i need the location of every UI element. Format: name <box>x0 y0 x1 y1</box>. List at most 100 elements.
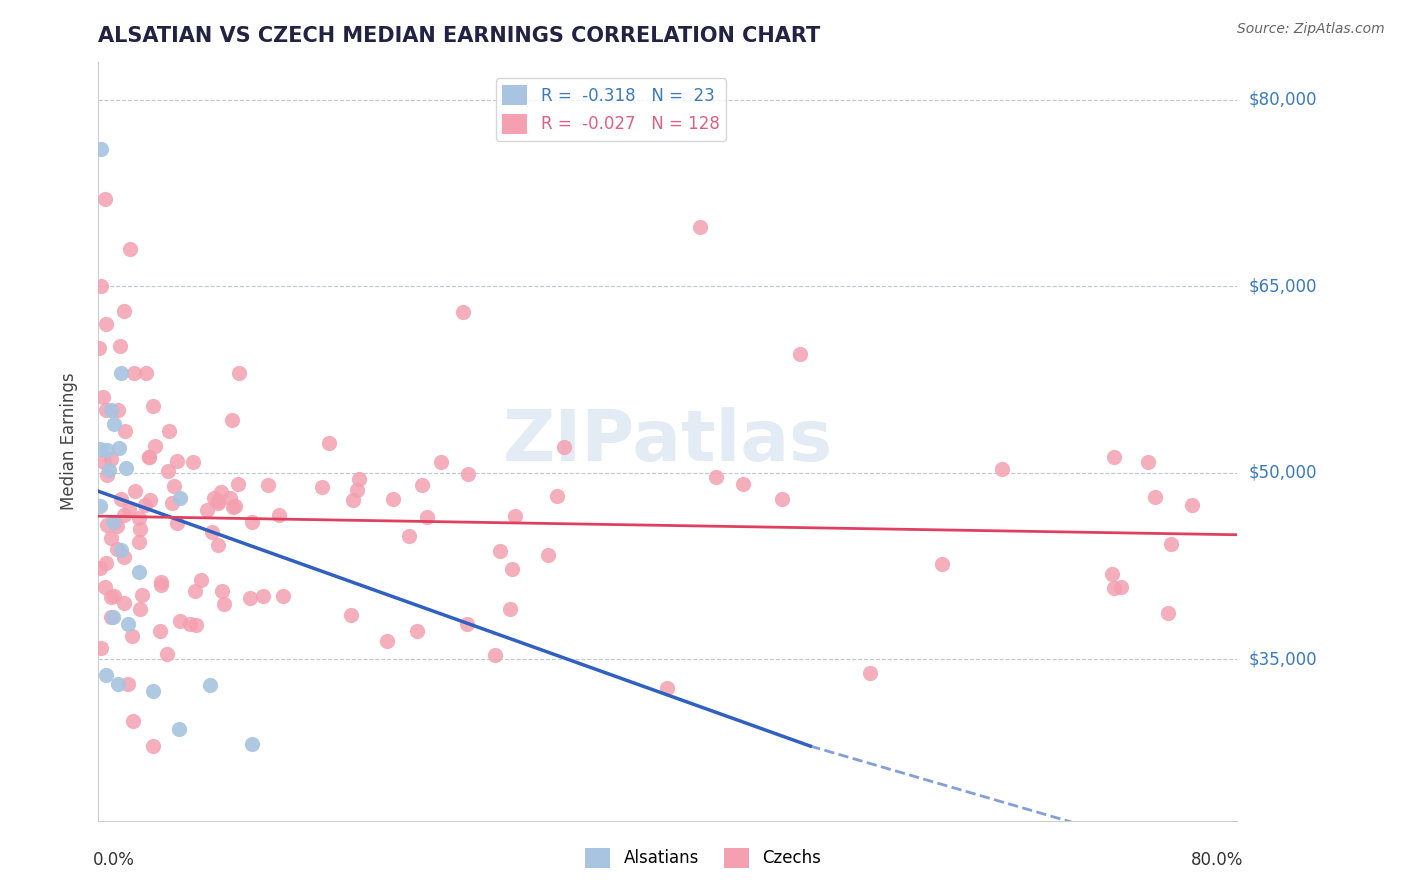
Legend: R =  -0.318   N =  23, R =  -0.027   N = 128: R = -0.318 N = 23, R = -0.027 N = 128 <box>496 78 725 141</box>
Point <box>489 544 512 558</box>
Point <box>103 417 125 431</box>
Point <box>122 714 145 729</box>
Point <box>657 681 679 695</box>
Point <box>128 565 150 579</box>
Text: 80.0%: 80.0% <box>1191 851 1243 869</box>
Point <box>108 441 131 455</box>
Point <box>273 589 295 603</box>
Point <box>107 677 129 691</box>
Point <box>167 723 190 737</box>
Point <box>311 479 333 493</box>
Point <box>318 436 340 450</box>
Point <box>100 590 122 604</box>
Point <box>252 589 274 603</box>
Point <box>457 467 479 482</box>
Point <box>128 523 150 537</box>
Point <box>142 684 165 698</box>
Point <box>207 538 229 552</box>
Text: ALSATIAN VS CZECH MEDIAN EARNINGS CORRELATION CHART: ALSATIAN VS CZECH MEDIAN EARNINGS CORREL… <box>98 26 821 45</box>
Point <box>118 242 141 256</box>
Point <box>100 531 122 545</box>
Point <box>859 665 882 680</box>
Point <box>1160 537 1182 551</box>
Point <box>770 491 793 506</box>
Text: $50,000: $50,000 <box>1249 464 1317 482</box>
Text: 0.0%: 0.0% <box>93 851 135 869</box>
Point <box>991 462 1014 476</box>
Point <box>1102 581 1125 595</box>
Point <box>149 578 172 592</box>
Point <box>118 502 141 516</box>
Point <box>184 617 207 632</box>
Point <box>503 508 526 523</box>
Point <box>96 317 118 331</box>
Point <box>105 518 128 533</box>
Point <box>222 500 245 514</box>
Point <box>207 496 229 510</box>
Point <box>94 580 117 594</box>
Point <box>121 630 143 644</box>
Point <box>117 677 139 691</box>
Point <box>142 400 165 414</box>
Point <box>704 470 727 484</box>
Point <box>166 516 188 531</box>
Point <box>138 450 160 465</box>
Point <box>195 503 218 517</box>
Point <box>240 515 263 529</box>
Point <box>190 573 212 587</box>
Point <box>96 517 118 532</box>
Point <box>128 535 150 549</box>
Point <box>110 542 132 557</box>
Point <box>101 610 124 624</box>
Point <box>89 341 111 355</box>
Point <box>240 737 263 751</box>
Point <box>122 366 145 380</box>
Point <box>89 442 111 456</box>
Point <box>96 468 118 483</box>
Point <box>128 511 150 525</box>
Point <box>342 493 364 508</box>
Point <box>157 464 180 478</box>
Legend: Alsatians, Czechs: Alsatians, Czechs <box>578 841 828 875</box>
Point <box>340 608 363 623</box>
Point <box>128 602 150 616</box>
Point <box>100 610 122 624</box>
Point <box>105 541 128 556</box>
Point <box>110 366 132 380</box>
Point <box>156 647 179 661</box>
Text: Source: ZipAtlas.com: Source: ZipAtlas.com <box>1237 22 1385 37</box>
Point <box>94 556 117 570</box>
Point <box>90 143 112 157</box>
Point <box>149 574 172 589</box>
Point <box>110 339 132 353</box>
Text: $80,000: $80,000 <box>1249 91 1317 109</box>
Point <box>100 451 122 466</box>
Point <box>181 455 204 469</box>
Point <box>115 461 138 475</box>
Point <box>484 648 506 662</box>
Point <box>89 561 111 575</box>
Point <box>110 491 132 506</box>
Y-axis label: Median Earnings: Median Earnings <box>59 373 77 510</box>
Point <box>375 634 398 648</box>
Point <box>1109 580 1132 594</box>
Point <box>112 596 135 610</box>
Point <box>456 617 478 632</box>
Point <box>226 476 249 491</box>
Point <box>553 440 575 454</box>
Text: $35,000: $35,000 <box>1249 650 1317 668</box>
Point <box>1143 491 1166 505</box>
Point <box>184 584 207 599</box>
Point <box>228 366 250 380</box>
Point <box>224 499 246 513</box>
Point <box>221 413 243 427</box>
Point <box>157 424 180 438</box>
Point <box>94 668 117 682</box>
Point <box>112 549 135 564</box>
Point <box>131 588 153 602</box>
Point <box>1157 606 1180 620</box>
Point <box>98 463 121 477</box>
Point <box>166 454 188 468</box>
Point <box>107 402 129 417</box>
Point <box>135 366 157 380</box>
